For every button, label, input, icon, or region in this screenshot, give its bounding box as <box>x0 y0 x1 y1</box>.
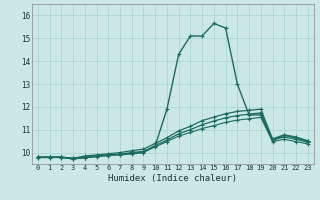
X-axis label: Humidex (Indice chaleur): Humidex (Indice chaleur) <box>108 174 237 183</box>
